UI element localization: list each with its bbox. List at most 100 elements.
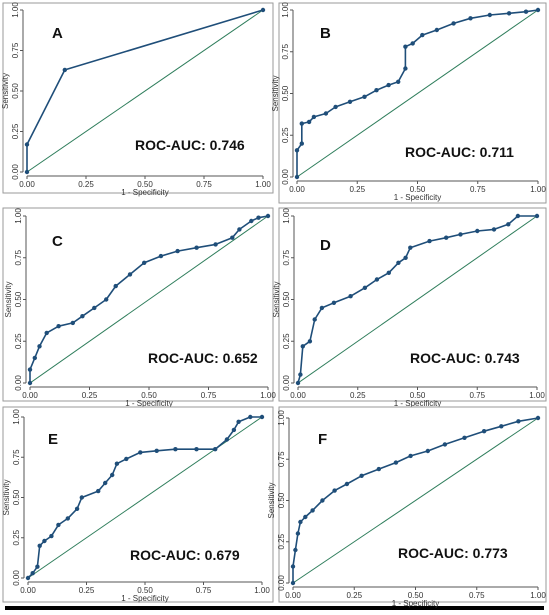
x-tick-label: 0.50: [410, 391, 426, 400]
roc-point: [213, 242, 218, 247]
roc-point: [403, 66, 408, 71]
y-tick-label: 0.50: [281, 85, 290, 101]
roc-point: [49, 533, 54, 539]
roc-point: [62, 67, 67, 73]
roc-curve: [26, 9, 264, 172]
roc-point: [65, 516, 71, 521]
x-tick-label: 1.00: [260, 391, 276, 400]
roc-point: [442, 442, 448, 447]
roc-point: [320, 498, 325, 503]
y-axis-label: Sensitivity: [4, 281, 13, 317]
y-tick-label: 0.25: [277, 533, 286, 549]
roc-point: [458, 232, 463, 237]
y-tick-label: 0.25: [282, 333, 291, 349]
roc-point: [236, 419, 241, 424]
y-tick-label: 1.00: [11, 2, 20, 18]
roc-point: [331, 300, 337, 305]
x-tick-label: 0.75: [196, 586, 212, 595]
y-tick-label: 0.00: [14, 375, 23, 391]
x-tick-label: 0.25: [79, 586, 95, 595]
y-tick-label: 0.75: [11, 42, 20, 58]
x-tick-label: 1.00: [255, 180, 271, 189]
x-axis-label: 1 - Specificity: [394, 399, 442, 408]
roc-point: [408, 245, 413, 250]
roc-point: [408, 453, 413, 459]
roc-curve: [297, 215, 537, 384]
x-tick-label: 0.75: [196, 180, 212, 189]
y-axis-label: Sensitivity: [271, 75, 280, 111]
roc-point: [154, 448, 159, 453]
roc-point: [114, 461, 120, 466]
y-tick-label: 0.50: [277, 492, 286, 508]
y-tick-label: 0.75: [282, 249, 291, 265]
bottom-rule: [5, 606, 544, 610]
roc-point: [491, 227, 497, 232]
roc-point: [451, 21, 456, 26]
roc-point: [24, 142, 30, 147]
panel-frame: [278, 406, 547, 603]
y-tick-label: 0.75: [12, 449, 21, 465]
roc-point: [420, 32, 425, 38]
roc-point: [249, 218, 254, 224]
x-tick-label: 0.00: [289, 185, 305, 194]
roc-point: [506, 222, 511, 227]
roc-point: [231, 427, 237, 433]
roc-point: [427, 238, 432, 244]
y-tick-label: 0.75: [14, 249, 23, 265]
roc-point: [27, 367, 33, 372]
roc-point: [323, 111, 329, 116]
panel-letter: E: [48, 431, 58, 448]
x-axis-label: 1 - Specificity: [392, 599, 440, 608]
roc-point: [35, 564, 40, 569]
y-tick-label: 0.75: [281, 43, 290, 59]
panel-letter: F: [318, 431, 327, 448]
x-tick-label: 0.00: [285, 591, 301, 600]
y-tick-label: 0.25: [281, 127, 290, 143]
y-tick-label: 0.00: [282, 375, 291, 391]
roc-point: [70, 320, 76, 326]
roc-point: [333, 104, 338, 110]
y-tick-label: 0.50: [12, 489, 21, 505]
roc-point: [523, 9, 529, 14]
roc-point: [434, 27, 439, 33]
roc-point: [299, 121, 304, 126]
x-tick-label: 1.00: [530, 591, 546, 600]
panel-letter: D: [320, 237, 331, 254]
y-axis-label: Sensitivity: [2, 479, 11, 515]
roc-point: [359, 473, 364, 478]
roc-point: [79, 495, 85, 500]
roc-panel-c: 0.00 0.25 0.50 0.75 1.00 0.00 0.25 0.50 0.75 1.00…: [2, 207, 276, 408]
x-tick-label: 0.75: [469, 591, 485, 600]
panel-frame: [2, 207, 274, 402]
reference-diagonal: [297, 215, 538, 384]
roc-point: [506, 11, 512, 16]
y-tick-label: 0.00: [12, 570, 21, 586]
y-tick-label: 0.00: [11, 164, 20, 180]
y-axis-label: Sensitivity: [272, 281, 281, 317]
roc-point: [293, 547, 298, 553]
roc-point: [110, 472, 115, 478]
y-tick-label: 0.75: [277, 451, 286, 467]
roc-point: [468, 16, 473, 21]
roc-point: [332, 488, 337, 493]
reference-diagonal: [292, 417, 539, 584]
x-tick-label: 0.00: [19, 180, 35, 189]
reference-diagonal: [26, 9, 264, 173]
roc-point: [386, 270, 391, 275]
roc-point: [224, 437, 230, 442]
roc-point: [248, 414, 253, 420]
roc-point: [37, 344, 42, 349]
y-tick-label: 1.00: [282, 208, 291, 224]
roc-point: [124, 456, 129, 462]
roc-point: [56, 522, 61, 528]
roc-point: [362, 285, 368, 290]
roc-point: [535, 7, 541, 13]
panel-frame: [278, 207, 547, 402]
panel-letter: C: [52, 233, 63, 250]
reference-diagonal: [296, 9, 539, 178]
y-tick-label: 1.00: [281, 2, 290, 18]
roc-point: [425, 448, 430, 454]
roc-auc-label: ROC-AUC: 0.773: [398, 545, 508, 561]
roc-point: [259, 414, 265, 420]
x-tick-label: 1.00: [254, 586, 270, 595]
